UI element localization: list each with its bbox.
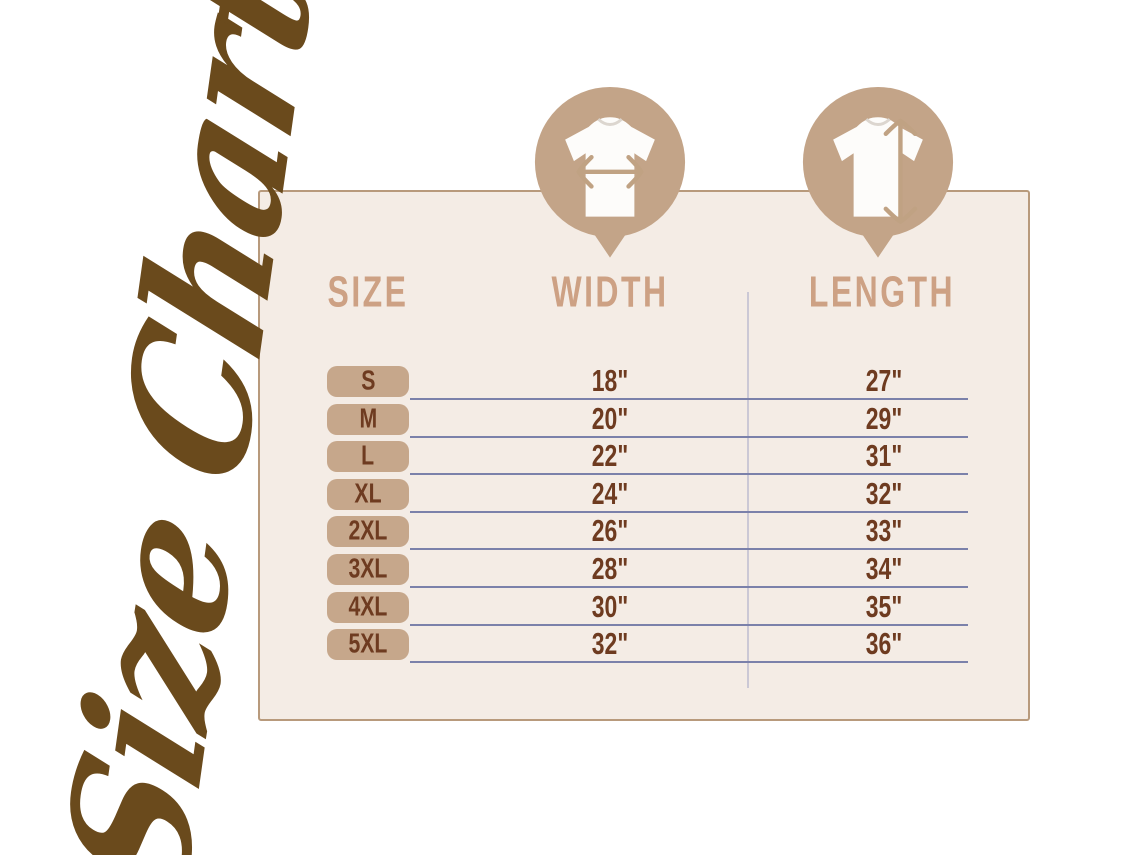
column-divider-line <box>747 292 749 688</box>
row-underline <box>410 586 968 588</box>
width-value: 18" <box>591 363 629 398</box>
row-underline <box>410 623 968 626</box>
size-badge: 5XL <box>327 628 409 661</box>
column-header-size: SIZE <box>327 268 409 317</box>
row-underline <box>410 548 968 551</box>
table-row: XL 24" 32" <box>327 476 968 513</box>
size-label: 3XL <box>348 553 388 585</box>
pin-pointer <box>859 230 897 258</box>
table-row: M 20" 29" <box>327 400 968 438</box>
table-row: 4XL 30" 35" <box>327 588 968 626</box>
length-value: 32" <box>865 476 903 511</box>
length-value: 34" <box>865 551 903 586</box>
length-value: 35" <box>865 588 903 623</box>
size-badge: S <box>327 366 409 397</box>
table-row: 3XL 28" 34" <box>327 551 968 588</box>
pin-pointer <box>591 230 629 258</box>
width-value: 26" <box>591 513 629 548</box>
size-label: L <box>361 440 375 472</box>
row-underline <box>410 473 968 476</box>
width-value: 30" <box>591 588 629 623</box>
width-value: 22" <box>591 438 629 473</box>
row-underline <box>410 435 968 438</box>
size-badge: 3XL <box>327 554 409 585</box>
size-badge: M <box>327 403 409 435</box>
tshirt-graphic <box>565 117 655 217</box>
length-measure-icon <box>802 86 954 258</box>
size-badge: XL <box>327 478 409 510</box>
width-value: 20" <box>591 400 629 435</box>
length-value: 33" <box>865 513 903 548</box>
horizontal-arrow <box>576 154 644 189</box>
size-label: XL <box>354 478 382 510</box>
size-badge: 2XL <box>327 515 409 548</box>
length-value: 31" <box>865 438 903 473</box>
length-value: 29" <box>865 400 903 435</box>
size-label: 2XL <box>348 515 388 547</box>
size-badge: 4XL <box>327 591 409 623</box>
column-header-width: WIDTH <box>551 268 669 317</box>
length-value: 27" <box>865 363 903 398</box>
width-value: 28" <box>591 551 629 586</box>
size-label: S <box>360 365 376 397</box>
size-label: M <box>359 403 377 434</box>
row-underline <box>410 510 968 513</box>
table-row: 5XL 32" 36" <box>327 626 968 664</box>
table-row: 2XL 26" 33" <box>327 513 968 551</box>
width-value: 32" <box>591 626 629 661</box>
row-underline <box>410 661 968 664</box>
width-value: 24" <box>591 476 629 511</box>
size-badge: L <box>327 440 409 473</box>
length-value: 36" <box>865 626 903 661</box>
size-label: 4XL <box>348 591 388 622</box>
size-label: 5XL <box>348 628 388 660</box>
row-underline <box>410 398 968 400</box>
table-row: L 22" 31" <box>327 438 968 476</box>
column-header-length: LENGTH <box>808 268 956 317</box>
width-measure-icon <box>534 86 686 258</box>
table-row: S 18" 27" <box>327 363 968 400</box>
vertical-arrow <box>883 118 918 224</box>
